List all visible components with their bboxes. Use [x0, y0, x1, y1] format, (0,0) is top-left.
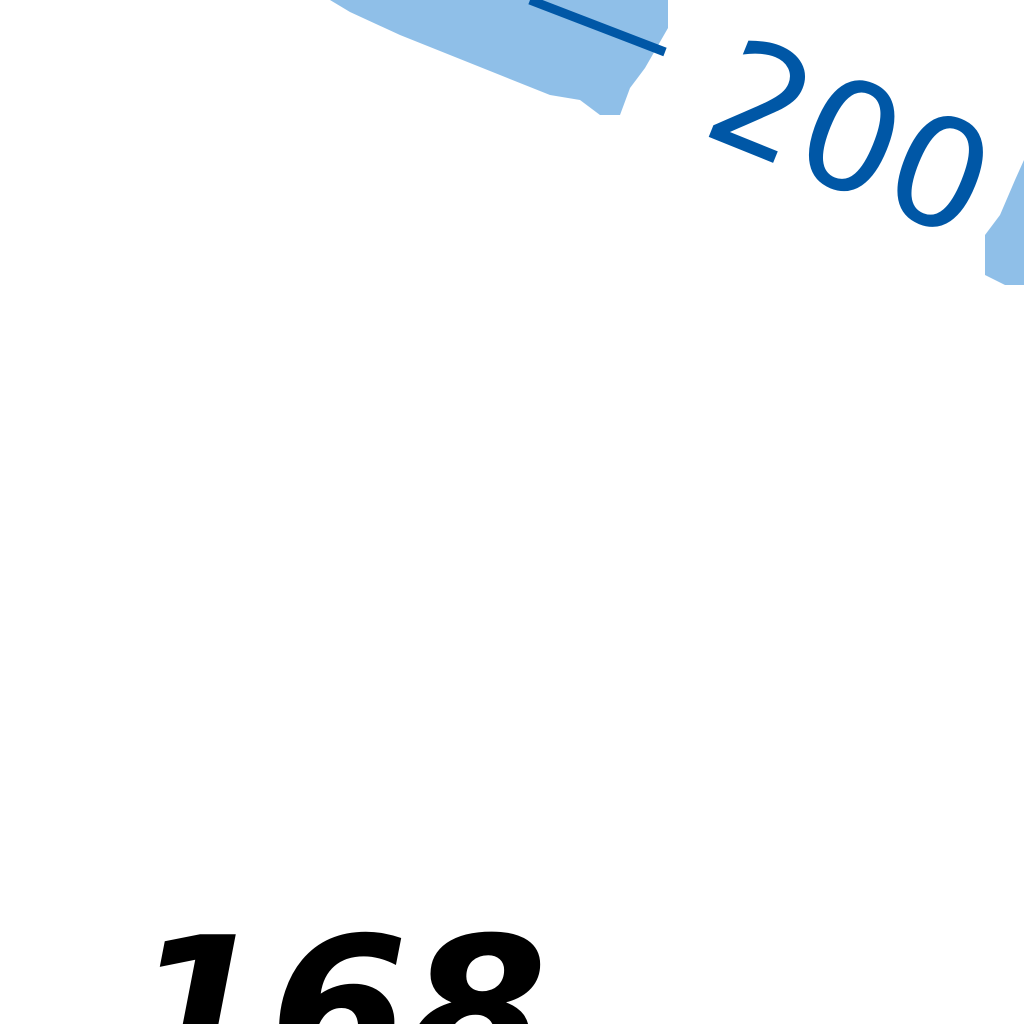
- gauge-band: [985, 160, 1024, 285]
- scale-tick: [528, 0, 667, 57]
- gauge-band: [330, 0, 668, 115]
- readout: 168: [130, 895, 547, 1024]
- scale-label: 200: [685, 5, 1016, 274]
